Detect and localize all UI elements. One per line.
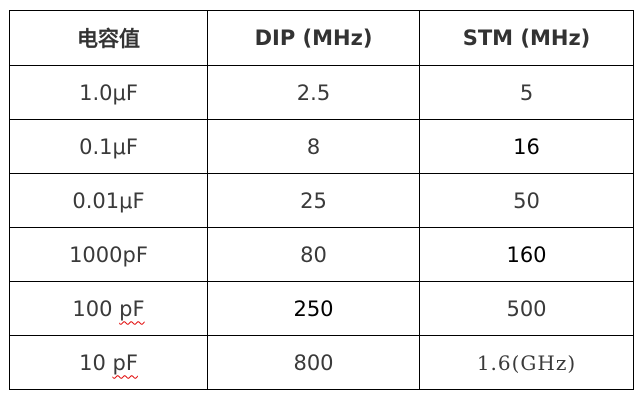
table-row: 1000pF 80 160 [9, 227, 634, 282]
cell-capacitance: 0.1μF [9, 119, 208, 174]
cell-stm: 50 [419, 173, 634, 228]
header-row: 电容值 DIP (MHz) STM (MHz) [9, 10, 634, 66]
cell-capacitance: 100 pF [9, 281, 208, 336]
cap-number: 100 [72, 296, 120, 321]
cell-dip: 2.5 [207, 65, 420, 120]
cell-stm: 160 [419, 227, 634, 282]
cell-stm: 5 [419, 65, 634, 120]
header-stm: STM (MHz) [419, 10, 634, 66]
cell-dip: 25 [207, 173, 420, 228]
cell-capacitance: 0.01μF [9, 173, 208, 228]
header-dip: DIP (MHz) [207, 10, 420, 66]
table-row: 10 pF 800 1.6(GHz) [9, 335, 634, 390]
cap-unit-spellcheck: pF [112, 350, 138, 375]
cell-dip: 250 [207, 281, 420, 336]
cell-capacitance: 10 pF [9, 335, 208, 390]
cell-stm: 1.6(GHz) [419, 335, 634, 390]
cell-capacitance: 1000pF [9, 227, 208, 282]
cell-capacitance: 1.0μF [9, 65, 208, 120]
capacitor-frequency-table: 电容值 DIP (MHz) STM (MHz) 1.0μF 2.5 5 0.1μ… [9, 10, 634, 390]
cap-unit-spellcheck: pF [119, 296, 145, 321]
table-row: 0.1μF 8 16 [9, 119, 634, 174]
table-row: 1.0μF 2.5 5 [9, 65, 634, 120]
cell-dip: 80 [207, 227, 420, 282]
cell-stm: 500 [419, 281, 634, 336]
cell-dip: 8 [207, 119, 420, 174]
table-row: 100 pF 250 500 [9, 281, 634, 336]
header-capacitance: 电容值 [9, 10, 208, 66]
table-row: 0.01μF 25 50 [9, 173, 634, 228]
cap-number: 10 [79, 350, 113, 375]
cell-dip: 800 [207, 335, 420, 390]
cell-stm: 16 [419, 119, 634, 174]
